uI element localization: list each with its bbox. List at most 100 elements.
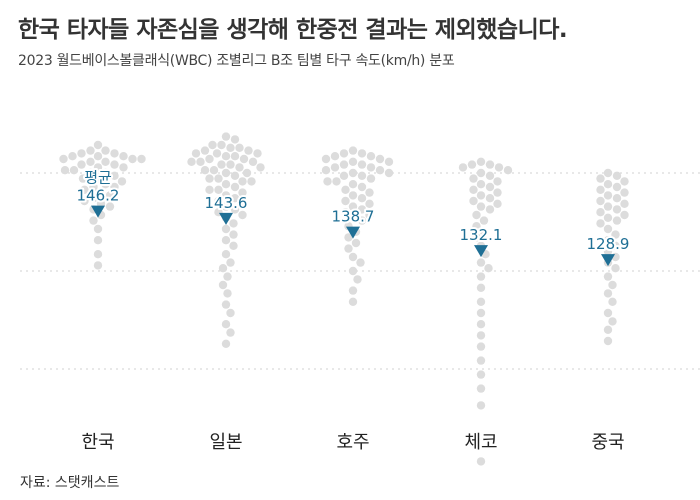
data-point <box>93 236 103 245</box>
data-point <box>60 166 70 175</box>
data-point <box>229 230 238 239</box>
mean-label: 132.1 <box>460 226 503 244</box>
data-point <box>366 174 376 183</box>
data-point <box>476 157 486 166</box>
data-point <box>238 199 247 208</box>
mean-label: 128.9 <box>587 235 630 253</box>
data-point <box>603 236 613 245</box>
mean-marker <box>474 245 488 258</box>
data-point <box>214 185 223 194</box>
data-point <box>596 219 605 228</box>
data-point <box>93 250 103 259</box>
mean-marker <box>219 212 233 225</box>
data-point <box>375 166 385 175</box>
data-point <box>357 205 367 214</box>
data-point <box>218 264 228 273</box>
mean-label: 143.6 <box>205 194 248 212</box>
data-point <box>217 140 226 150</box>
data-point <box>348 213 358 222</box>
data-point <box>608 280 617 290</box>
data-point <box>229 241 238 250</box>
data-point <box>110 149 119 158</box>
data-point <box>93 174 103 183</box>
data-point <box>229 219 238 228</box>
data-point <box>238 210 247 220</box>
data-point <box>221 202 231 211</box>
data-point <box>603 325 613 334</box>
data-point <box>384 168 394 178</box>
mean-marker <box>601 254 615 267</box>
mean-marker <box>346 226 360 239</box>
category-label: 한국 <box>81 432 114 453</box>
data-point <box>86 168 95 178</box>
data-point <box>223 289 232 298</box>
data-point <box>365 199 374 208</box>
data-point <box>226 143 235 152</box>
data-point <box>357 160 367 169</box>
data-point <box>472 233 481 242</box>
data-point <box>238 177 247 186</box>
data-point <box>476 356 486 365</box>
data-point <box>330 163 340 172</box>
data-point <box>93 140 103 150</box>
data-point <box>611 264 620 273</box>
data-point <box>472 222 481 231</box>
data-point <box>239 154 249 164</box>
data-point <box>366 152 376 161</box>
data-point <box>348 252 358 262</box>
data-point <box>467 160 477 169</box>
data-point <box>611 241 620 250</box>
data-point <box>469 174 478 183</box>
data-point <box>612 182 622 192</box>
data-point <box>366 163 376 172</box>
data-point <box>476 384 486 393</box>
data-point <box>119 163 128 172</box>
data-point <box>235 163 244 172</box>
data-point <box>348 180 358 189</box>
data-point <box>476 272 486 281</box>
data-point <box>612 194 622 203</box>
data-point <box>608 317 617 326</box>
mean-caption: 평균 <box>84 169 112 187</box>
data-point <box>101 157 110 166</box>
data-point <box>596 208 605 217</box>
data-point <box>485 205 495 214</box>
data-point <box>476 297 486 306</box>
data-point <box>253 149 262 158</box>
data-point <box>494 163 504 172</box>
data-point <box>321 154 331 164</box>
data-point <box>603 202 613 211</box>
data-point <box>503 166 513 175</box>
data-point <box>365 210 374 220</box>
category-label: 체코 <box>464 432 497 453</box>
data-point <box>187 157 196 166</box>
data-point <box>68 152 77 161</box>
category-label: 일본 <box>209 432 242 453</box>
data-point <box>78 174 88 183</box>
data-point <box>339 160 349 169</box>
data-point <box>476 283 486 292</box>
data-point <box>59 154 68 164</box>
data-point <box>248 157 258 166</box>
data-point <box>348 266 358 276</box>
data-point <box>212 149 222 158</box>
data-point <box>603 213 613 222</box>
data-point <box>476 370 486 379</box>
data-point <box>221 168 231 178</box>
category-label: 중국 <box>591 432 624 453</box>
data-point <box>221 320 231 329</box>
data-point <box>205 174 214 183</box>
data-point <box>357 182 367 192</box>
data-point <box>476 308 486 318</box>
data-point <box>221 224 231 234</box>
data-point <box>230 194 240 203</box>
data-point <box>69 166 79 175</box>
data-point <box>196 157 205 166</box>
data-point <box>86 157 95 166</box>
data-point <box>209 166 219 175</box>
data-point <box>596 185 605 194</box>
chart-subtitle: 2023 월드베이스볼클래식(WBC) 조별리그 B조 팀별 타구 속도(km/… <box>18 53 455 69</box>
data-point <box>348 146 358 155</box>
data-point <box>356 258 365 267</box>
data-point <box>476 202 486 211</box>
